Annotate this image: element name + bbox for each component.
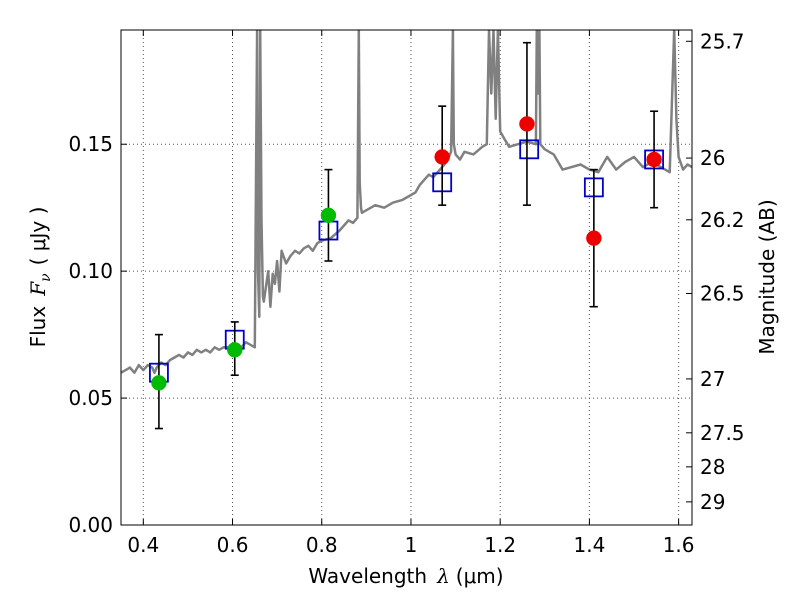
model-square	[519, 139, 540, 160]
y2-tick-label: 26	[700, 146, 725, 170]
plot-frame	[120, 29, 693, 526]
plot-area	[121, 30, 692, 430]
y2-tick-label: 25.7	[700, 29, 745, 53]
grid-lines	[121, 30, 692, 525]
x-tick-label: 1	[405, 533, 418, 557]
y2-tick-label: 26.5	[700, 281, 745, 305]
y-tick-label: 0.05	[68, 386, 113, 410]
y-tick-label: 0.00	[68, 513, 113, 537]
y2-tick-label: 28	[700, 455, 725, 479]
y-tick-label: 0.15	[68, 132, 113, 156]
observed-point-red	[646, 151, 662, 168]
observed-point-green	[227, 342, 243, 358]
marker-layer	[149, 41, 664, 430]
y2-tick-label: 26.2	[700, 208, 745, 232]
y-axis: 0.00 0.05 0.10 0.15	[68, 132, 127, 537]
y-tick-label: 0.10	[68, 259, 113, 283]
x-tick-label: 1.2	[484, 533, 516, 557]
x-axis-label: Wavelength λ (μm)	[308, 564, 503, 588]
y2-tick-label: 29	[700, 490, 725, 514]
y2-tick-label: 27	[700, 367, 725, 391]
y-axis-label: FluxFν( μJy )	[26, 207, 54, 348]
x-tick-label: 0.6	[217, 533, 249, 557]
observed-point-red	[519, 116, 535, 132]
x-tick-label: 1.6	[663, 533, 695, 557]
spectrum-layer	[121, 30, 692, 374]
y2-axis-label: Magnitude (AB)	[755, 199, 779, 354]
observed-point-red	[434, 149, 450, 165]
x-tick-label: 1.4	[573, 533, 605, 557]
observed-point-red	[586, 230, 602, 246]
observed-point-green	[151, 375, 167, 391]
observed-point-green	[320, 207, 337, 224]
y2-axis: 25.7 26 26.2 26.5 27 27.5 28 29	[686, 29, 745, 514]
x-tick-label: 0.8	[306, 533, 338, 557]
spectrum-line	[121, 30, 692, 374]
x-axis: 0.4 0.6 0.8 1 1.2 1.4 1.6	[127, 30, 695, 557]
y2-tick-label: 27.5	[700, 421, 745, 445]
x-tick-label: 0.4	[127, 533, 159, 557]
